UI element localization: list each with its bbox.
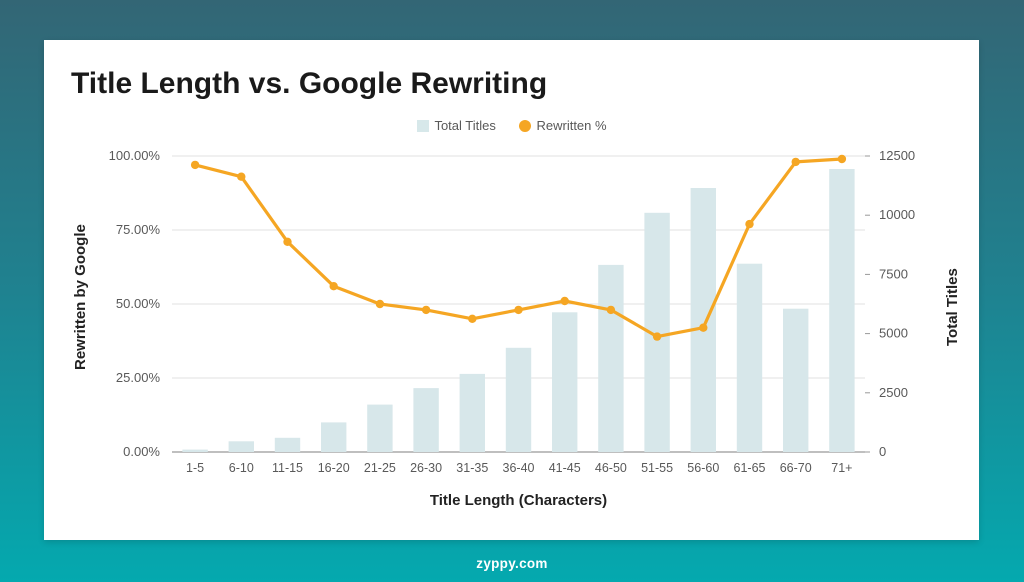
svg-text:46-50: 46-50 (595, 461, 627, 475)
svg-text:21-25: 21-25 (364, 461, 396, 475)
svg-text:25.00%: 25.00% (116, 370, 161, 385)
svg-text:36-40: 36-40 (503, 461, 535, 475)
svg-text:71+: 71+ (831, 461, 852, 475)
svg-text:0.00%: 0.00% (123, 444, 160, 459)
svg-text:56-60: 56-60 (687, 461, 719, 475)
svg-text:26-30: 26-30 (410, 461, 442, 475)
svg-text:1-5: 1-5 (186, 461, 204, 475)
svg-text:75.00%: 75.00% (116, 222, 161, 237)
svg-text:6-10: 6-10 (229, 461, 254, 475)
svg-text:5000: 5000 (879, 326, 908, 341)
svg-text:61-65: 61-65 (734, 461, 766, 475)
svg-text:50.00%: 50.00% (116, 296, 161, 311)
svg-text:11-15: 11-15 (272, 461, 303, 475)
svg-text:51-55: 51-55 (641, 461, 673, 475)
svg-text:100.00%: 100.00% (109, 148, 161, 163)
svg-text:12500: 12500 (879, 148, 915, 163)
svg-text:41-45: 41-45 (549, 461, 581, 475)
svg-text:Title Length (Characters): Title Length (Characters) (430, 492, 607, 509)
svg-text:7500: 7500 (879, 266, 908, 281)
svg-text:66-70: 66-70 (780, 461, 812, 475)
svg-text:31-35: 31-35 (456, 461, 488, 475)
svg-text:10000: 10000 (879, 207, 915, 222)
svg-text:2500: 2500 (879, 385, 908, 400)
svg-text:0: 0 (879, 444, 886, 459)
svg-text:16-20: 16-20 (318, 461, 350, 475)
